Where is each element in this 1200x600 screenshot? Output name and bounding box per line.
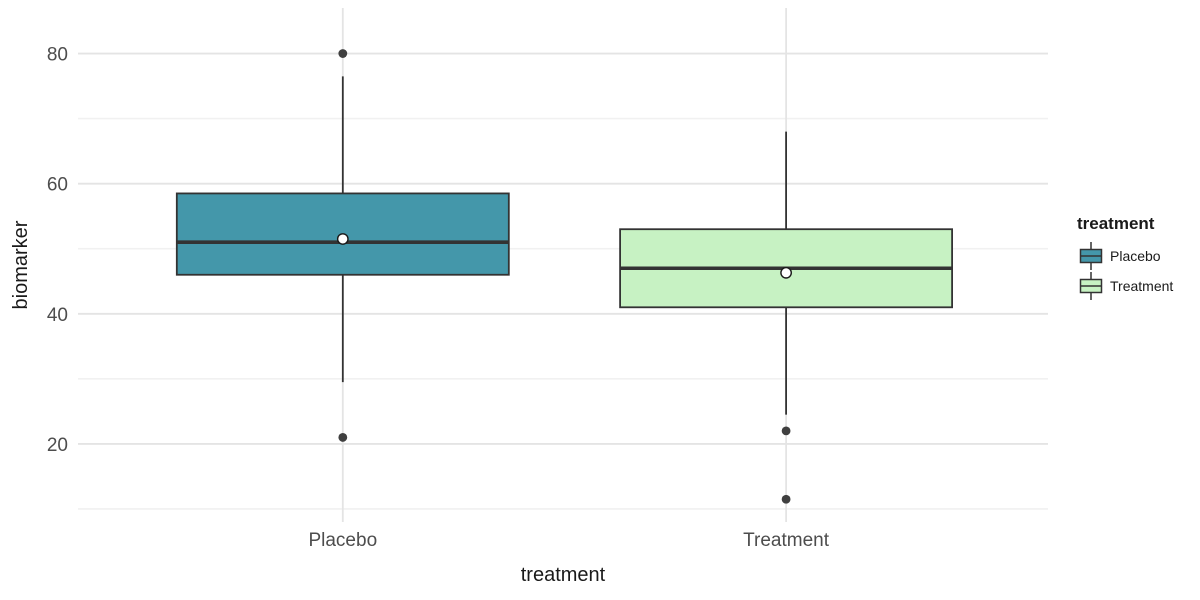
legend: treatment Placebo Treatment [1066,214,1200,301]
x-tick-label-placebo: Placebo [308,530,377,551]
placebo-mean-point [336,233,349,245]
y-tick-label-40: 40 [47,305,68,326]
legend-label: Placebo [1110,248,1161,264]
x-axis-title: treatment [520,564,606,586]
legend-boxplot-glyph-placebo [1079,242,1103,270]
y-axis-title: biomarker [10,220,32,310]
legend-entry-placebo: Placebo [1066,241,1200,271]
legend-title: treatment [1077,214,1155,233]
placebo-outlier-point-1 [338,433,348,442]
y-tick-label-80: 80 [47,45,68,66]
legend-label: Treatment [1110,278,1174,294]
legend-entry-treatment: Treatment [1066,271,1200,301]
y-tick-label-20: 20 [47,435,68,456]
treatment-outlier-point-1 [781,494,791,504]
treatment-outlier-point-0 [781,426,791,436]
placebo-outlier-point-0 [338,49,348,58]
y-tick-label-60: 60 [47,175,68,196]
legend-entries: Placebo Treatment [1066,241,1200,301]
x-tick-label-treatment: Treatment [743,530,830,551]
treatment-mean-point [780,266,792,279]
legend-boxplot-glyph-treatment [1079,272,1103,300]
